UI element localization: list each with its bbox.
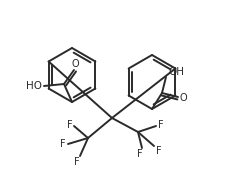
Text: F: F (156, 146, 162, 156)
Text: O: O (179, 93, 187, 103)
Text: F: F (158, 120, 164, 130)
Text: F: F (67, 120, 73, 130)
Text: F: F (74, 157, 80, 167)
Text: F: F (60, 139, 66, 149)
Text: F: F (137, 149, 143, 159)
Text: O: O (71, 59, 79, 69)
Text: OH: OH (168, 67, 184, 77)
Text: HO: HO (26, 81, 42, 91)
